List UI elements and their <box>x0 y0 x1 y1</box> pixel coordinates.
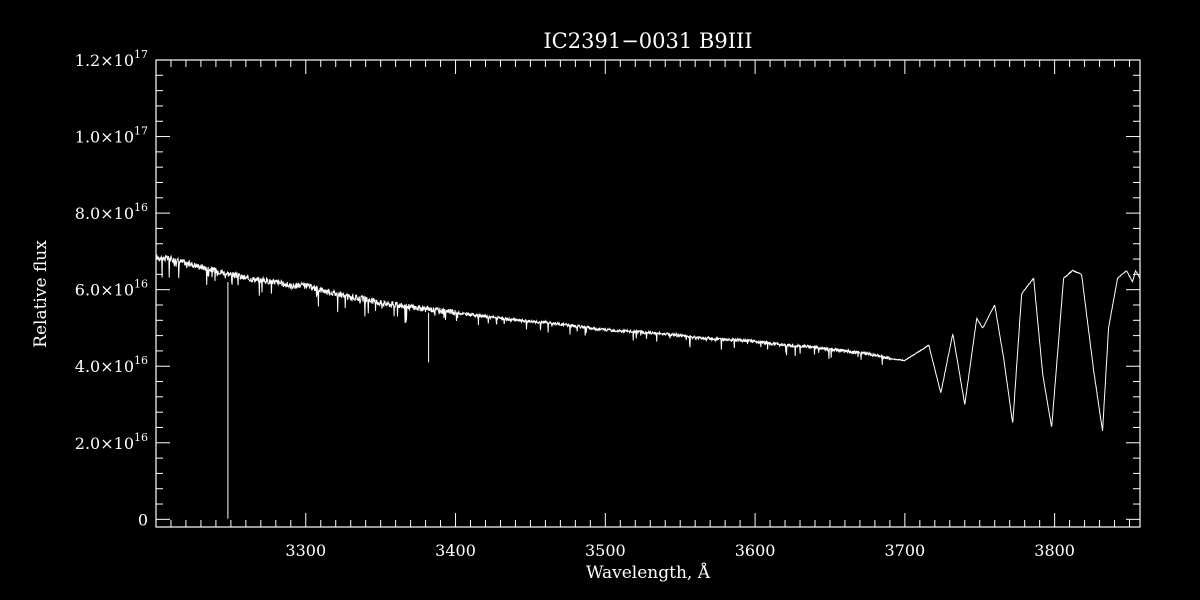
x-tick-label: 3300 <box>285 541 326 560</box>
x-tick-label: 3800 <box>1034 541 1075 560</box>
y-tick-label: 0 <box>138 510 148 529</box>
spectrum-line <box>155 254 1141 431</box>
axes <box>155 59 1141 528</box>
y-axis-tick-labels: 0 2.0×1016 4.0×1016 6.0×1016 8.0×1016 1.0×101… <box>75 48 148 529</box>
x-tick-label: 3400 <box>435 541 476 560</box>
chart-title: IC2391−0031 B9III <box>543 29 752 53</box>
x-tick-label: 3700 <box>884 541 925 560</box>
y-tick-label: 2.0×1016 <box>75 431 148 453</box>
x-axis-label: Wavelength, Å <box>586 562 711 583</box>
x-axis-ticks <box>155 60 1131 527</box>
y-axis-label: Relative flux <box>31 240 51 348</box>
y-tick-label: 6.0×1016 <box>75 278 148 300</box>
y-tick-label: 1.2×1017 <box>75 48 148 70</box>
y-axis-ticks <box>156 59 1140 520</box>
y-tick-label: 4.0×1016 <box>75 354 148 376</box>
y-tick-label: 8.0×1016 <box>75 201 148 223</box>
x-tick-label: 3600 <box>735 541 776 560</box>
x-axis-tick-labels: 3300 3400 3500 3600 3700 3800 <box>285 541 1075 560</box>
plot-area <box>155 254 1141 519</box>
plot-frame <box>155 59 1141 528</box>
y-tick-label: 1.0×1017 <box>75 125 148 147</box>
x-tick-label: 3500 <box>585 541 626 560</box>
